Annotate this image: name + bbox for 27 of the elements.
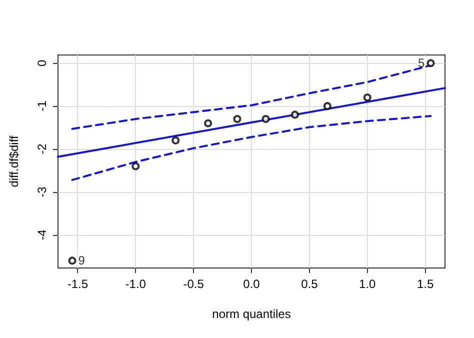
- y-tick-label: -4: [35, 229, 49, 240]
- x-axis-title: norm quantiles: [212, 307, 291, 321]
- y-tick-label: -1: [35, 100, 49, 112]
- x-tick-label: -1.5: [67, 277, 88, 291]
- y-tick-label: -3: [35, 186, 49, 198]
- point: [233, 114, 242, 123]
- y-axis-title: diff.df$diff: [7, 135, 21, 188]
- point: [204, 119, 212, 128]
- annotation: 9: [78, 254, 86, 268]
- point: [323, 102, 332, 110]
- point: [290, 110, 299, 119]
- x-tick-label: -1.0: [125, 277, 146, 291]
- x-tick-label: 1.0: [359, 277, 376, 291]
- point: [172, 136, 180, 144]
- point: [68, 256, 76, 265]
- annotation: 5: [418, 56, 426, 70]
- x-tick-label: 1.5: [416, 277, 434, 291]
- point: [426, 59, 435, 68]
- y-tick-label: -2: [35, 143, 49, 154]
- point: [132, 162, 140, 170]
- line-series: [71, 114, 432, 181]
- x-tick-label: 0.0: [243, 277, 260, 291]
- x-tick-label: -0.5: [183, 277, 204, 291]
- point: [262, 114, 270, 123]
- x-tick-label: 0.5: [301, 277, 318, 291]
- point: [363, 94, 372, 102]
- y-tick-label: 0: [35, 60, 49, 67]
